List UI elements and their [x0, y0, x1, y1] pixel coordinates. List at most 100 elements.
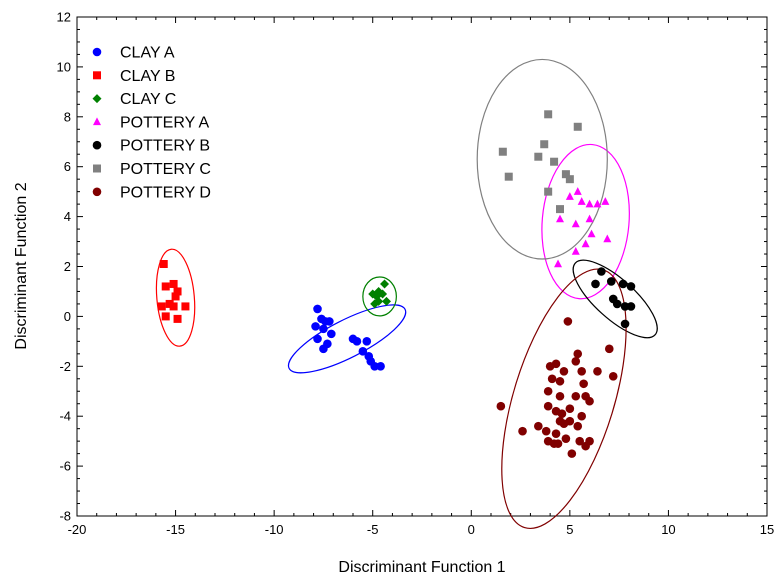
pottery-d-point	[553, 439, 563, 448]
pottery-d-point	[557, 409, 567, 419]
y-tick-label: -8	[59, 509, 71, 524]
x-tick-label: 5	[566, 522, 573, 537]
legend-label-clay-c: CLAY C	[120, 91, 176, 108]
pottery-a-point	[565, 192, 574, 200]
pottery-c-point	[544, 187, 553, 196]
clay-b-point	[159, 260, 168, 269]
clay-c-point	[368, 289, 378, 299]
clay-b-point	[181, 302, 190, 311]
y-tick-label: 0	[64, 309, 71, 324]
pottery-c-point	[550, 157, 559, 166]
pottery-c-point	[573, 122, 582, 131]
plot-frame	[76, 16, 768, 517]
pottery-d-point	[551, 429, 561, 438]
clay-c-ellipse	[362, 276, 397, 317]
pottery-d-point	[593, 366, 602, 376]
pottery-d-ellipse	[501, 268, 627, 530]
pottery-d-point	[573, 349, 583, 359]
pottery-d-point	[581, 441, 590, 451]
legend: CLAY A CLAY B CLAY C POTTERY A POTTERY B POTT…	[92, 45, 211, 201]
pottery-a-point	[556, 214, 564, 223]
legend-marker-pottery-b	[92, 140, 102, 150]
clay-b-point	[171, 292, 180, 301]
x-axis-label: Discriminant Function 1	[338, 559, 505, 576]
confidence-ellipses	[155, 58, 658, 530]
pottery-a-ellipse	[541, 143, 630, 300]
clay-c-point	[370, 299, 380, 309]
pottery-d-point	[565, 404, 575, 414]
clay-b-point	[161, 282, 170, 291]
x-tick-label: -20	[68, 522, 87, 537]
clay-a-point	[358, 347, 368, 356]
pottery-d-point	[571, 357, 581, 366]
pottery-d-point	[577, 366, 586, 376]
clay-a-point	[352, 337, 362, 346]
pottery-c-point	[540, 140, 549, 149]
pottery-c-point	[534, 152, 543, 161]
pottery-a-point	[585, 214, 594, 223]
clay-c-point	[382, 296, 392, 306]
clay-a-point	[313, 334, 322, 344]
legend-label-clay-a: CLAY A	[120, 45, 175, 62]
y-tick-label: 6	[64, 159, 71, 174]
x-tick-label: 15	[760, 522, 774, 537]
x-tick-label: 0	[468, 522, 475, 537]
legend-label-pottery-d: POTTERY D	[120, 184, 211, 201]
pottery-b-point	[612, 299, 622, 309]
pottery-b-point	[626, 282, 636, 291]
pottery-b-point	[606, 277, 616, 286]
pottery-d-point	[545, 362, 555, 371]
legend-label-pottery-c: POTTERY C	[120, 161, 211, 178]
pottery-d-point	[561, 434, 571, 443]
pottery-c-point	[544, 110, 553, 119]
pottery-a-point	[585, 199, 594, 208]
clay-b-ellipse	[155, 248, 196, 347]
pottery-b-point	[626, 302, 636, 311]
pottery-d-point	[573, 421, 583, 431]
clay-b-point	[161, 312, 170, 321]
clay-b-point	[169, 302, 178, 311]
pottery-c-point	[561, 170, 570, 179]
pottery-d-point	[518, 426, 527, 436]
clay-a-ellipse	[287, 304, 407, 374]
y-tick-label: 2	[64, 259, 71, 274]
pottery-a-point	[581, 239, 590, 248]
y-tick-label: -4	[59, 409, 71, 424]
pottery-d-point	[534, 421, 543, 431]
clay-b-point	[157, 302, 166, 311]
pottery-b-point	[591, 279, 600, 289]
y-axis-label: Discriminant Function 2	[13, 182, 30, 349]
pottery-d-point	[559, 419, 569, 428]
x-tick-label: 10	[661, 522, 675, 537]
x-tick-label: -10	[265, 522, 284, 537]
pottery-d-point	[577, 411, 586, 421]
pottery-a-point	[571, 247, 580, 255]
pottery-a-point	[554, 259, 563, 268]
pottery-a-point	[603, 234, 612, 243]
legend-marker-clay-b	[93, 71, 101, 80]
legend-marker-clay-c	[92, 94, 102, 104]
y-tick-label: 4	[64, 209, 71, 224]
pottery-b-point	[597, 267, 606, 276]
pottery-d-point	[563, 317, 573, 326]
y-tick-label: -6	[59, 459, 71, 474]
clay-c-point	[380, 279, 390, 289]
legend-label-pottery-b: POTTERY B	[120, 138, 210, 155]
pottery-d-point	[585, 396, 594, 406]
pottery-a-point	[573, 187, 582, 195]
clay-a-point	[311, 322, 320, 331]
clay-a-point	[327, 329, 336, 339]
pottery-d-point	[555, 376, 565, 386]
y-tick-label: 10	[57, 59, 71, 74]
pottery-a-point	[593, 199, 602, 208]
pottery-d-point	[543, 386, 553, 396]
legend-marker-clay-a	[92, 47, 102, 57]
y-tick-label: 8	[64, 109, 71, 124]
pottery-a-point	[587, 229, 596, 238]
clay-a-point	[319, 324, 328, 334]
y-tick-label: -2	[59, 359, 71, 374]
data-points	[157, 110, 636, 458]
pottery-d-point	[604, 344, 614, 354]
pottery-d-point	[541, 426, 551, 436]
pottery-c-point	[498, 147, 507, 156]
